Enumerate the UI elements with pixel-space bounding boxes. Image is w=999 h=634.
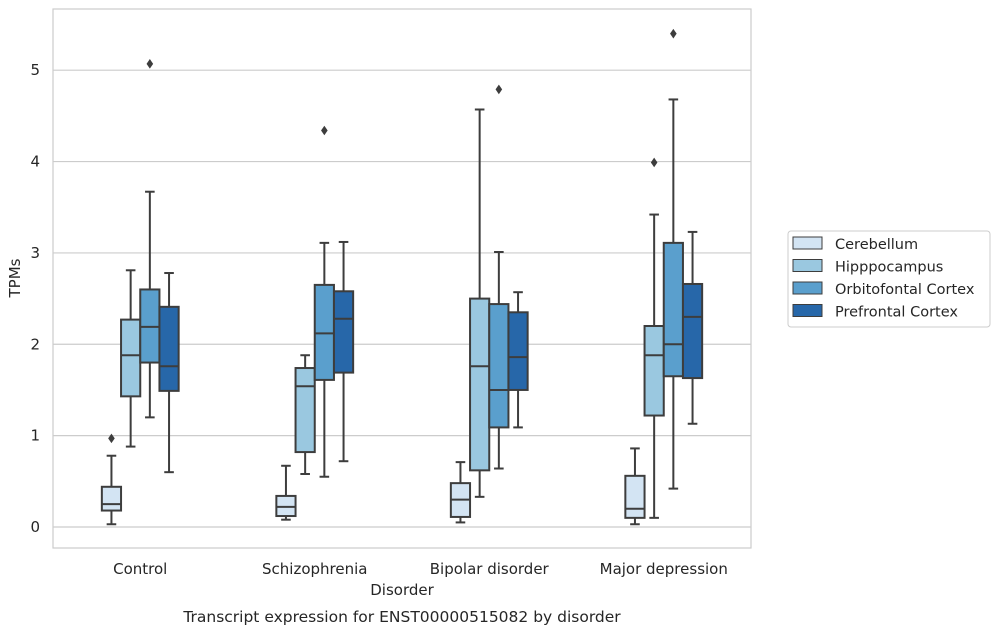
box-iqr <box>643 325 665 417</box>
y-axis-label: TPMs <box>6 258 24 298</box>
plot-frame <box>52 8 752 549</box>
box-orbitofontal-cortex <box>139 59 161 419</box>
box-prefrontal-cortex <box>158 272 180 474</box>
box-orbitofontal-cortex <box>488 84 510 470</box>
box-orbitofontal-cortex <box>313 125 335 478</box>
box-prefrontal-cortex <box>681 230 704 425</box>
outlier-point <box>670 28 677 39</box>
box-iqr <box>158 305 180 392</box>
y-tick-label: 2 <box>30 335 40 353</box>
box-hipppocampus <box>643 157 665 519</box>
legend-label: Hipppocampus <box>835 260 943 276</box>
outlier-point <box>495 84 503 95</box>
box-iqr <box>469 297 491 472</box>
legend-label: Orbitofontal Cortex <box>835 282 975 298</box>
y-tick-labels: 0 1 2 3 4 5 <box>30 61 40 536</box>
box-cerebellum <box>275 464 297 521</box>
box-cerebellum <box>100 433 123 526</box>
box-orbitofontal-cortex <box>662 28 684 490</box>
outlier-point <box>650 157 658 168</box>
box-iqr <box>488 303 510 429</box>
box-hipppocampus <box>120 269 142 448</box>
legend: Cerebellum Hipppocampus Orbitofontal Corte… <box>787 230 991 328</box>
y-tick-label: 1 <box>30 427 40 445</box>
y-tick-label: 5 <box>30 61 40 79</box>
box-iqr <box>332 290 355 374</box>
legend-label: Prefrontal Cortex <box>835 305 958 321</box>
outlier-point <box>108 433 115 444</box>
legend-swatch <box>792 259 823 272</box>
box-cerebellum <box>624 447 646 526</box>
box-iqr <box>294 367 316 454</box>
plot-boxes <box>100 28 704 526</box>
box-hipppocampus <box>469 108 491 498</box>
box-iqr <box>100 485 123 512</box>
legend-label: Cerebellum <box>835 237 918 253</box>
box-prefrontal-cortex <box>507 291 529 429</box>
box-hipppocampus <box>294 354 316 476</box>
y-tick-label: 4 <box>30 153 40 171</box>
box-iqr <box>662 241 684 378</box>
box-iqr <box>507 311 529 391</box>
outlier-point <box>321 125 328 136</box>
x-tick-label: Major depression <box>600 560 728 578</box>
y-tick-label: 0 <box>30 518 40 536</box>
box-iqr <box>624 474 646 519</box>
legend-swatch <box>792 236 823 250</box>
outlier-point <box>146 59 154 69</box>
x-tick-label: Schizophrenia <box>262 560 367 578</box>
box-prefrontal-cortex <box>332 240 355 463</box>
x-tick-label: Control <box>113 560 167 578</box>
x-tick-labels: Control Schizophrenia Bipolar disorder Majo… <box>113 560 728 578</box>
box-iqr <box>120 318 142 398</box>
legend-swatch <box>792 281 823 295</box>
chart-title: Transcript expression for ENST0000051508… <box>182 608 621 626</box>
legend-swatch <box>792 304 823 317</box>
box-iqr <box>681 282 704 380</box>
y-tick-label: 3 <box>30 244 40 262</box>
legend-frame <box>787 230 991 328</box>
box-cerebellum <box>449 461 472 524</box>
x-axis-label: Disorder <box>370 581 434 599</box>
x-tick-label: Bipolar disorder <box>430 560 550 578</box>
